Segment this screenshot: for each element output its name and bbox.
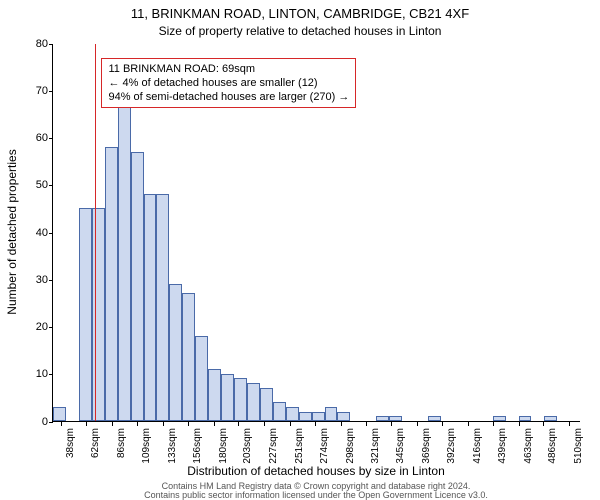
x-tick-label: 180sqm: [218, 428, 229, 464]
histogram-bar: [169, 284, 182, 421]
histogram-bar: [105, 147, 118, 421]
histogram-bar: [118, 104, 131, 421]
x-tick-mark: [543, 422, 544, 426]
x-tick-label: 463sqm: [523, 428, 534, 464]
x-tick-mark: [493, 422, 494, 426]
x-tick-label: 510sqm: [573, 428, 584, 464]
x-tick-label: 345sqm: [395, 428, 406, 464]
x-tick-label: 321sqm: [370, 428, 381, 464]
x-tick-mark: [519, 422, 520, 426]
histogram-bar: [53, 407, 66, 421]
x-tick-mark: [163, 422, 164, 426]
histogram-bar: [234, 378, 247, 421]
y-tick-label: 30: [20, 275, 48, 286]
x-tick-label: 392sqm: [446, 428, 457, 464]
annotation-line3: 94% of semi-detached houses are larger (…: [108, 90, 349, 104]
footer-line2: Contains public sector information licen…: [144, 490, 488, 500]
x-tick-mark: [315, 422, 316, 426]
annotation-box: 11 BRINKMAN ROAD: 69sqm← 4% of detached …: [101, 58, 356, 108]
x-tick-mark: [86, 422, 87, 426]
y-tick-label: 60: [20, 133, 48, 144]
x-tick-mark: [569, 422, 570, 426]
histogram-bar: [376, 416, 389, 421]
histogram-bar: [195, 336, 208, 421]
x-tick-mark: [442, 422, 443, 426]
histogram-bar: [299, 412, 312, 421]
x-tick-label: 274sqm: [319, 428, 330, 464]
x-tick-mark: [417, 422, 418, 426]
histogram-bar: [247, 383, 260, 421]
histogram-bar: [221, 374, 234, 421]
x-tick-mark: [264, 422, 265, 426]
histogram-bar: [389, 416, 402, 421]
x-tick-label: 298sqm: [345, 428, 356, 464]
histogram-bar: [544, 416, 557, 421]
histogram-bar: [208, 369, 221, 421]
histogram-bar: [273, 402, 286, 421]
histogram-bar: [519, 416, 532, 421]
annotation-line1: 11 BRINKMAN ROAD: 69sqm: [108, 62, 349, 76]
x-tick-mark: [137, 422, 138, 426]
histogram-bar: [493, 416, 506, 421]
x-tick-mark: [366, 422, 367, 426]
histogram-bar: [92, 208, 105, 421]
histogram-bar: [312, 412, 325, 421]
x-tick-label: 156sqm: [192, 428, 203, 464]
y-tick-label: 50: [20, 180, 48, 191]
chart-plot-area: 11 BRINKMAN ROAD: 69sqm← 4% of detached …: [52, 44, 580, 422]
x-tick-label: 486sqm: [547, 428, 558, 464]
x-tick-mark: [391, 422, 392, 426]
histogram-bar: [325, 407, 338, 421]
x-tick-label: 416sqm: [472, 428, 483, 464]
y-tick-label: 70: [20, 86, 48, 97]
x-tick-label: 369sqm: [421, 428, 432, 464]
histogram-bar: [156, 194, 169, 421]
x-axis-label: Distribution of detached houses by size …: [52, 464, 580, 478]
histogram-bar: [286, 407, 299, 421]
x-tick-mark: [468, 422, 469, 426]
x-tick-mark: [290, 422, 291, 426]
x-tick-mark: [112, 422, 113, 426]
subject-marker-line: [95, 44, 96, 421]
chart-title-line2: Size of property relative to detached ho…: [0, 24, 600, 38]
x-tick-label: 62sqm: [90, 428, 101, 458]
y-axis-label: Number of detached properties: [5, 32, 19, 432]
y-tick-label: 0: [20, 417, 48, 428]
chart-title-line1: 11, BRINKMAN ROAD, LINTON, CAMBRIDGE, CB…: [0, 6, 600, 21]
y-tick-label: 20: [20, 322, 48, 333]
y-tick-label: 80: [20, 39, 48, 50]
x-tick-mark: [188, 422, 189, 426]
x-tick-mark: [61, 422, 62, 426]
x-tick-label: 109sqm: [141, 428, 152, 464]
histogram-bar: [260, 388, 273, 421]
histogram-bar: [337, 412, 350, 421]
x-tick-label: 227sqm: [268, 428, 279, 464]
x-tick-label: 86sqm: [116, 428, 127, 458]
x-tick-label: 38sqm: [65, 428, 76, 458]
x-tick-mark: [341, 422, 342, 426]
x-tick-label: 203sqm: [242, 428, 253, 464]
x-tick-label: 133sqm: [167, 428, 178, 464]
y-tick-label: 10: [20, 369, 48, 380]
histogram-bar: [182, 293, 195, 421]
histogram-bar: [131, 152, 144, 421]
x-tick-mark: [238, 422, 239, 426]
chart-footer: Contains HM Land Registry data © Crown c…: [52, 482, 580, 500]
x-tick-label: 251sqm: [294, 428, 305, 464]
histogram-bar: [428, 416, 441, 421]
y-tick-label: 40: [20, 228, 48, 239]
x-tick-mark: [214, 422, 215, 426]
annotation-line2: ← 4% of detached houses are smaller (12): [108, 76, 349, 90]
x-tick-label: 439sqm: [497, 428, 508, 464]
histogram-bar: [79, 208, 92, 421]
histogram-bar: [144, 194, 157, 421]
